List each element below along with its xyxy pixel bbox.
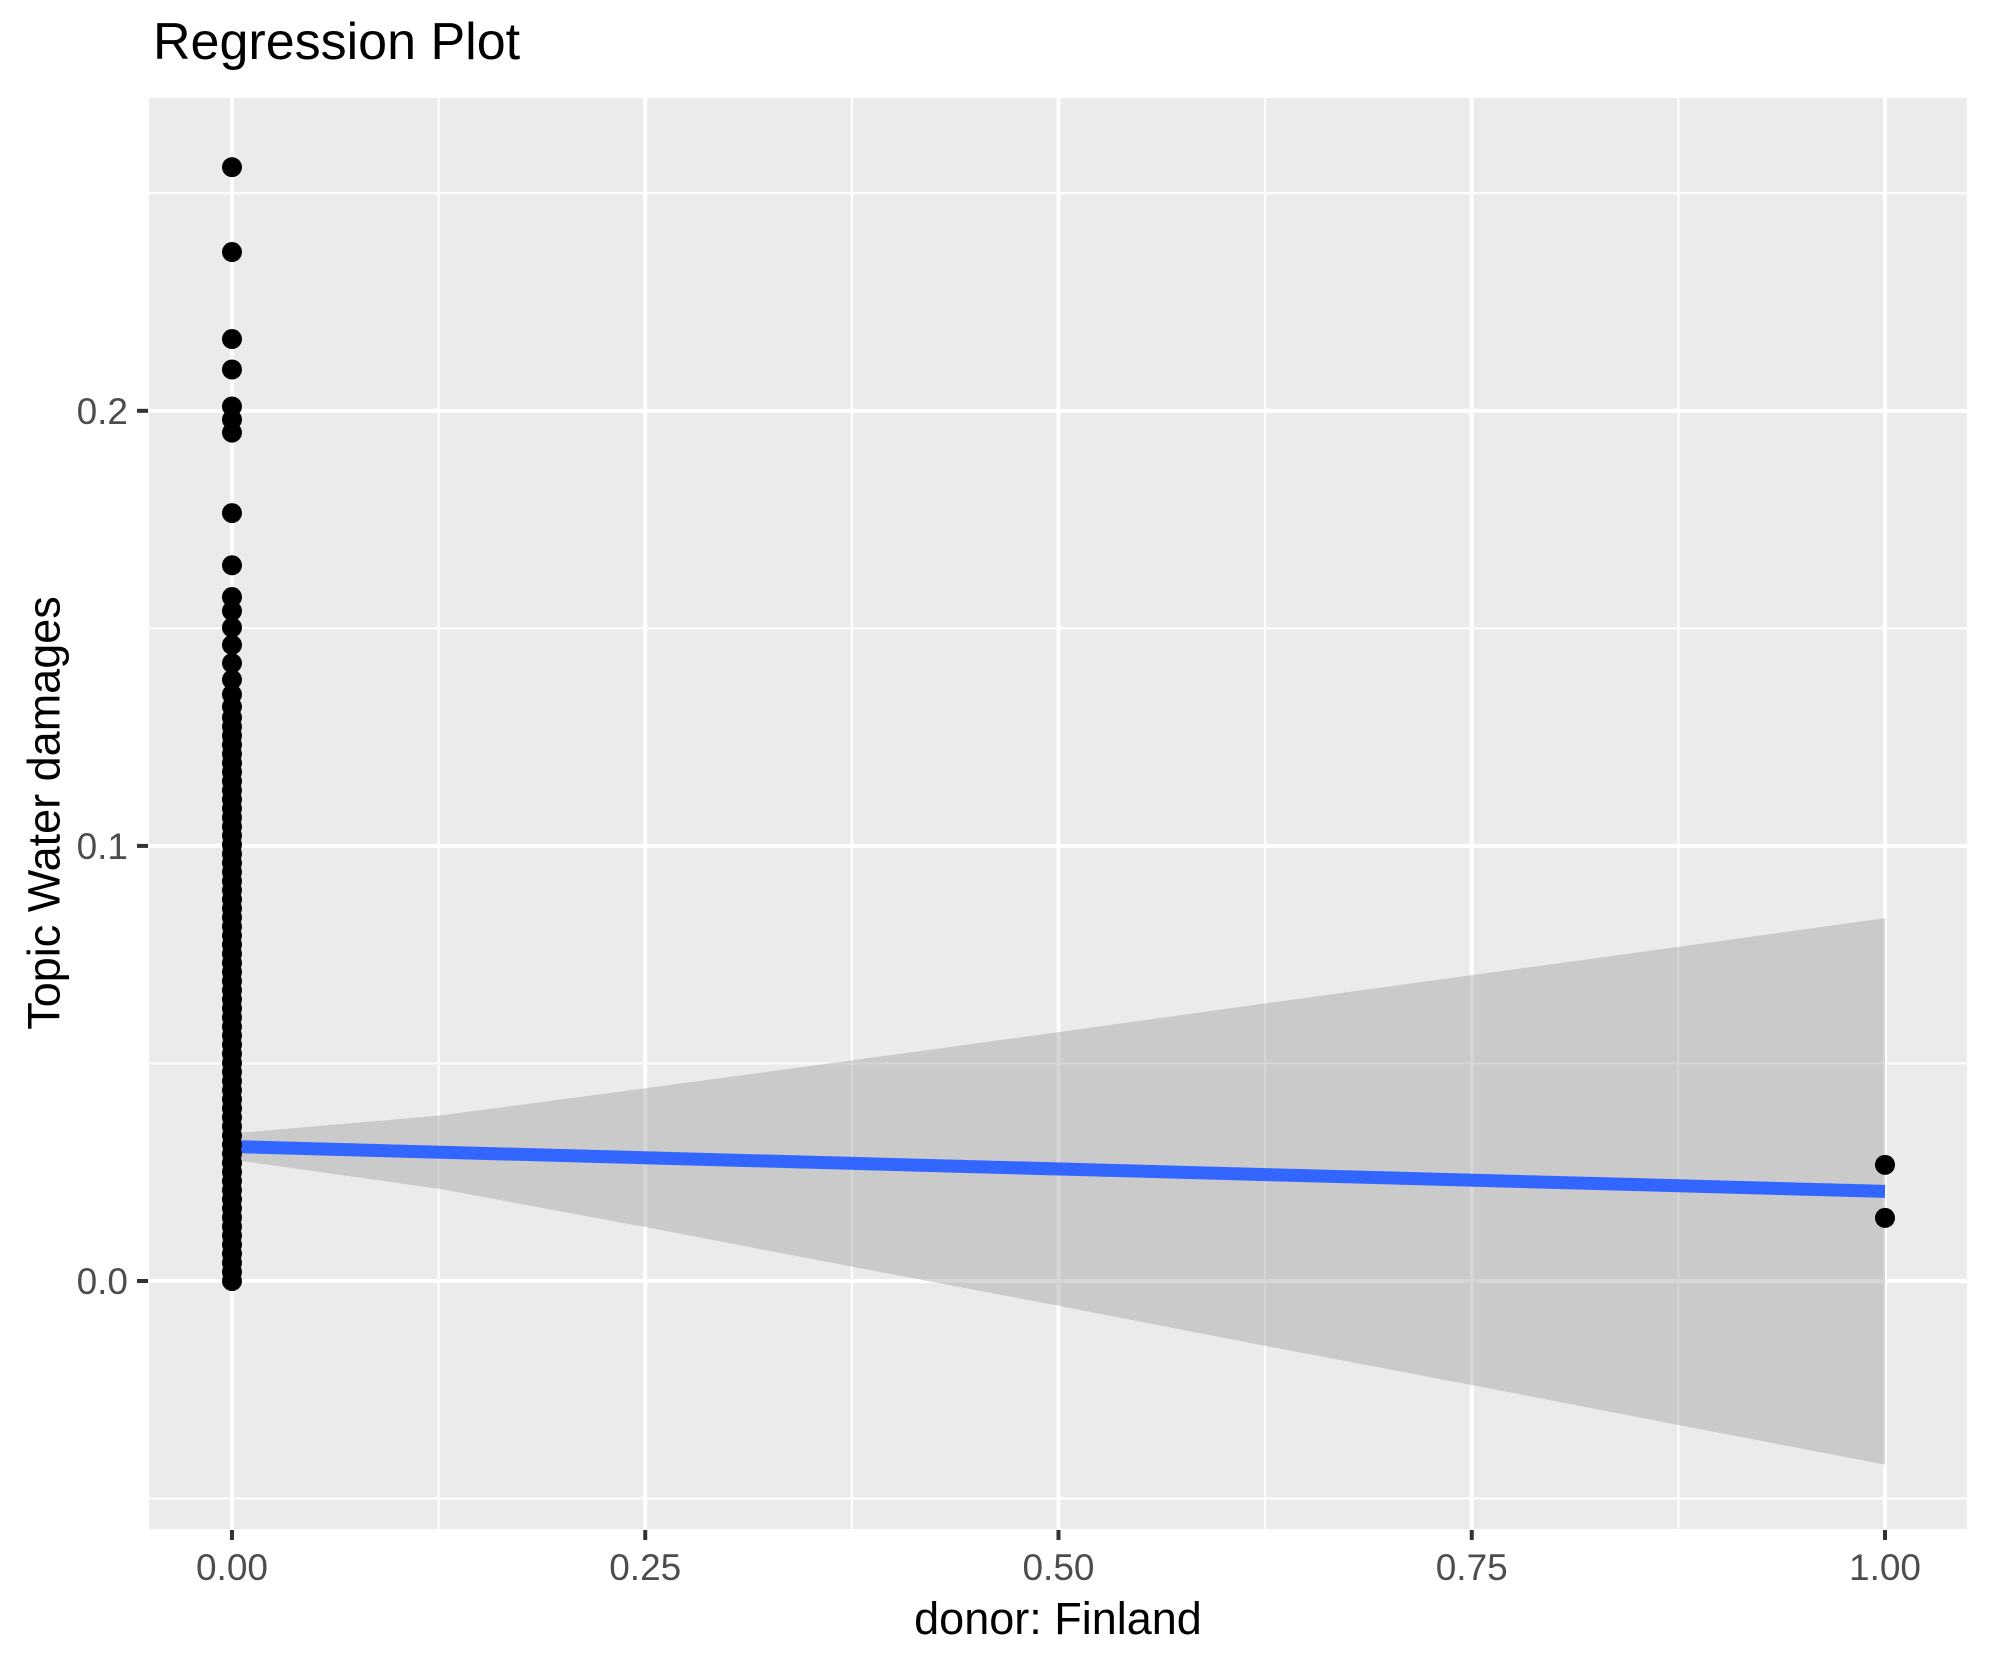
- data-point: [221, 359, 242, 380]
- x-axis-title: donor: Finland: [914, 1593, 1202, 1644]
- data-point: [221, 555, 242, 576]
- data-point: [221, 653, 242, 674]
- x-tick-label: 1.00: [1849, 1547, 1921, 1588]
- y-tick-label: 0.1: [77, 826, 128, 867]
- data-point: [221, 503, 242, 524]
- x-tick-label: 0.25: [609, 1547, 681, 1588]
- data-point: [221, 617, 242, 638]
- y-axis-title: Topic Water damages: [18, 596, 70, 1030]
- x-tick-label: 0.00: [196, 1547, 268, 1588]
- data-point: [221, 422, 242, 443]
- confidence-band: [231, 918, 1886, 1465]
- data-point: [221, 696, 242, 717]
- data-point: [221, 600, 242, 621]
- x-tick-label: 0.75: [1436, 1547, 1508, 1588]
- data-point: [221, 157, 242, 178]
- x-tick-label: 0.50: [1022, 1547, 1094, 1588]
- data-point: [221, 329, 242, 350]
- data-point: [221, 669, 242, 690]
- regression-line: [231, 1140, 1886, 1198]
- data-point: [221, 634, 242, 655]
- data-point: [1875, 1207, 1896, 1228]
- plot-title: Regression Plot: [153, 13, 521, 71]
- data-point: [1875, 1154, 1896, 1175]
- data-point: [221, 242, 242, 263]
- y-tick-label: 0.0: [77, 1261, 128, 1302]
- data-point: [221, 587, 242, 608]
- y-tick-label: 0.2: [77, 391, 128, 432]
